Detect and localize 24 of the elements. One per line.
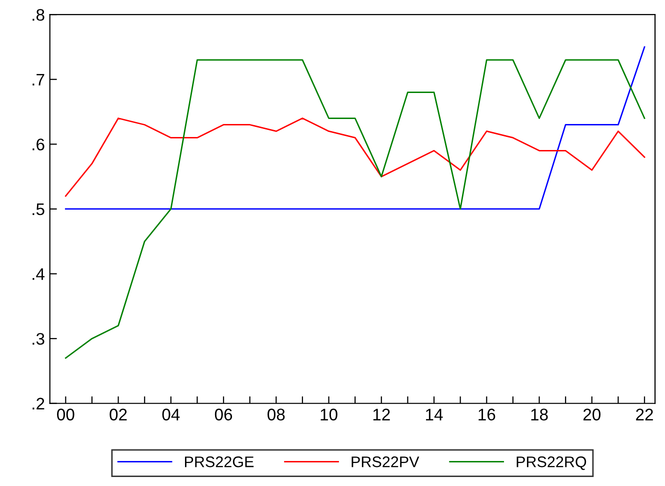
y-tick-label: .5 xyxy=(32,204,44,216)
x-tick-label: 08 xyxy=(268,408,285,420)
y-tick-label: .4 xyxy=(32,268,45,280)
y-tick-label: .6 xyxy=(32,138,44,150)
legend-label: PRS22GE xyxy=(185,456,254,468)
line-series xyxy=(64,118,646,197)
x-tick-label: 16 xyxy=(478,408,496,420)
x-tick-label: 10 xyxy=(320,408,338,420)
x-tick-label: 02 xyxy=(110,408,127,420)
x-tick-label: 14 xyxy=(426,408,443,420)
x-tick-label: 18 xyxy=(531,408,548,420)
x-tick-label: 00 xyxy=(57,408,74,420)
x-tick-label: 04 xyxy=(162,408,180,420)
line-series xyxy=(64,59,646,359)
y-tick-label: .2 xyxy=(32,398,44,410)
x-tick-label: 12 xyxy=(373,408,390,420)
y-tick-label: .8 xyxy=(32,8,44,21)
x-tick-label: 22 xyxy=(636,408,653,420)
legend-label: PRS22RQ xyxy=(516,456,586,470)
legend-label: PRS22PV xyxy=(352,456,420,468)
x-tick-label: 06 xyxy=(214,408,232,420)
x-tick-label: 20 xyxy=(583,408,600,420)
y-tick-label: .7 xyxy=(32,74,44,86)
y-tick-label: .3 xyxy=(32,332,44,345)
